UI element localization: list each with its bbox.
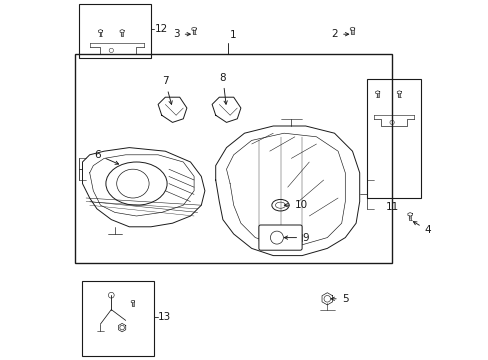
Text: 1: 1	[230, 30, 236, 40]
Bar	[291, 234, 302, 241]
Bar	[79, 4, 151, 58]
Text: 3: 3	[173, 29, 190, 39]
Circle shape	[120, 325, 124, 330]
Text: 8: 8	[219, 73, 227, 104]
Bar	[75, 54, 391, 263]
Text: 5: 5	[330, 294, 347, 304]
Text: 10: 10	[284, 200, 307, 210]
Text: 6: 6	[94, 150, 119, 164]
FancyBboxPatch shape	[258, 225, 302, 250]
Bar	[366, 79, 420, 198]
Bar	[82, 281, 154, 356]
Text: 4: 4	[412, 221, 430, 235]
Text: 7: 7	[162, 76, 172, 104]
Text: 2: 2	[331, 29, 348, 39]
Text: 11: 11	[385, 202, 398, 212]
Text: 9: 9	[284, 233, 308, 243]
Text: 12: 12	[154, 24, 167, 34]
Circle shape	[324, 296, 330, 302]
Text: 13: 13	[158, 312, 171, 322]
